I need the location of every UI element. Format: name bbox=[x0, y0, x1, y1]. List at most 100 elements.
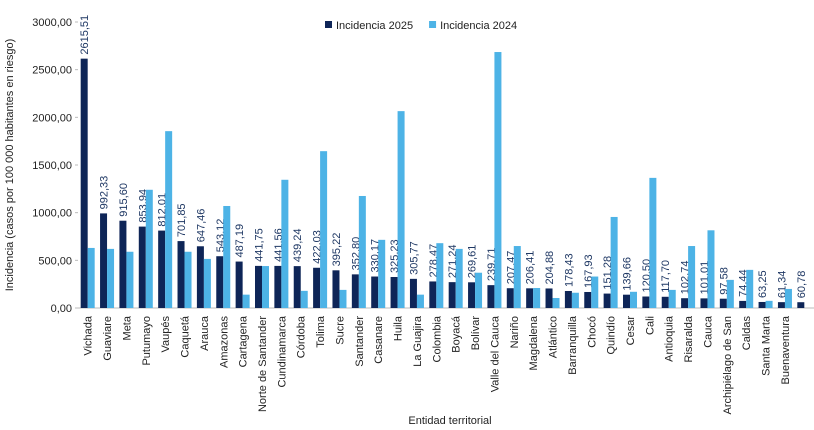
bar bbox=[681, 298, 689, 308]
bar bbox=[339, 289, 347, 308]
x-tick-label: Arauca bbox=[199, 315, 211, 351]
bar bbox=[506, 288, 514, 308]
bar bbox=[610, 216, 618, 308]
bar bbox=[784, 288, 792, 308]
x-tick-label: Valle del Cauca bbox=[489, 315, 501, 392]
x-tick-label: Barranquilla bbox=[567, 315, 579, 375]
value-label: 395,22 bbox=[331, 233, 343, 267]
x-tick-label: Caldas bbox=[741, 316, 753, 351]
bar bbox=[145, 189, 153, 308]
x-tick-label: Buenaventura bbox=[780, 315, 792, 384]
x-tick-label: Chocó bbox=[586, 316, 598, 348]
value-label: 206,41 bbox=[525, 251, 537, 285]
bar bbox=[649, 177, 657, 308]
bar bbox=[455, 248, 463, 308]
x-tick-label: Archipiélago de San bbox=[722, 316, 734, 414]
bar bbox=[758, 301, 766, 308]
bar bbox=[184, 251, 192, 308]
value-label: 63,25 bbox=[757, 270, 769, 298]
bar bbox=[397, 111, 405, 309]
bar bbox=[165, 131, 173, 308]
bar bbox=[668, 289, 676, 308]
bar bbox=[513, 246, 521, 308]
bar bbox=[630, 291, 637, 308]
x-tick-label: Vaupés bbox=[160, 316, 172, 353]
bar bbox=[623, 294, 630, 308]
bar bbox=[358, 195, 366, 308]
bar bbox=[332, 270, 340, 308]
bar bbox=[80, 58, 88, 309]
bar bbox=[216, 256, 224, 308]
x-tick-label: Tolima bbox=[315, 315, 327, 348]
value-label: 305,77 bbox=[408, 241, 420, 275]
bar bbox=[281, 179, 289, 308]
bar bbox=[700, 298, 708, 308]
x-tick-label: Córdoba bbox=[296, 315, 308, 358]
y-tick-label: 2500,00 bbox=[32, 65, 72, 77]
x-tick-label: Cauca bbox=[702, 315, 714, 348]
bar bbox=[533, 287, 541, 308]
bar bbox=[300, 290, 308, 308]
x-tick-label: Santander bbox=[354, 316, 366, 367]
x-tick-label: Boyacá bbox=[451, 315, 463, 353]
bar bbox=[177, 241, 185, 308]
bar bbox=[138, 226, 146, 308]
bar bbox=[642, 296, 650, 308]
x-tick-label: Vichada bbox=[83, 315, 95, 355]
x-tick-label: Santa Marta bbox=[761, 315, 773, 376]
x-tick-label: Amazonas bbox=[218, 316, 230, 368]
value-label: 439,24 bbox=[292, 228, 304, 262]
value-label: 139,66 bbox=[622, 257, 634, 291]
y-tick-label: 500,00 bbox=[38, 255, 72, 267]
bar bbox=[584, 291, 592, 308]
bar bbox=[448, 282, 456, 308]
bar bbox=[313, 267, 321, 308]
bar bbox=[293, 266, 301, 308]
bar bbox=[429, 281, 437, 308]
bar bbox=[494, 52, 502, 308]
bar bbox=[223, 205, 231, 308]
value-label: 701,85 bbox=[176, 203, 188, 237]
x-tick-label: Antioquia bbox=[664, 315, 676, 362]
x-tick-label: Casanare bbox=[373, 316, 385, 364]
bar bbox=[262, 266, 269, 308]
bar bbox=[475, 272, 483, 308]
x-tick-label: Risaralda bbox=[683, 315, 695, 362]
bar bbox=[378, 239, 386, 308]
bar bbox=[545, 288, 553, 308]
x-tick-label: Bolívar bbox=[470, 316, 482, 351]
bar bbox=[119, 220, 127, 308]
x-tick-label: Huila bbox=[393, 315, 405, 341]
bar bbox=[242, 294, 250, 308]
value-label: 117,70 bbox=[660, 260, 672, 293]
x-tick-label: Atlántico bbox=[548, 316, 560, 358]
bar bbox=[468, 282, 476, 308]
y-tick-label: 3000,00 bbox=[32, 17, 72, 29]
bar bbox=[719, 298, 727, 308]
bar bbox=[603, 293, 611, 308]
x-tick-label: Sucre bbox=[334, 316, 346, 345]
y-tick-label: 0,00 bbox=[51, 303, 72, 315]
bar bbox=[371, 276, 379, 308]
bar bbox=[591, 276, 599, 308]
bar bbox=[255, 265, 262, 308]
value-label: 915,60 bbox=[118, 183, 130, 217]
x-tick-label: Cundinamarca bbox=[276, 315, 288, 387]
bar bbox=[409, 278, 417, 308]
x-tick-label: Colombia bbox=[431, 315, 443, 362]
bar bbox=[746, 269, 754, 308]
bar bbox=[688, 246, 696, 308]
legend-label: Incidencia 2024 bbox=[440, 20, 517, 32]
x-tick-label: Caquetá bbox=[180, 315, 192, 357]
bar bbox=[87, 247, 95, 308]
x-tick-label: Magdalena bbox=[528, 315, 540, 370]
bar bbox=[107, 248, 115, 308]
bar bbox=[739, 300, 747, 308]
bar bbox=[320, 151, 328, 308]
bar bbox=[552, 297, 560, 308]
bar bbox=[203, 258, 211, 308]
x-tick-label: Norte de Santander bbox=[257, 316, 269, 412]
bar bbox=[416, 294, 424, 308]
value-label: 178,43 bbox=[563, 253, 575, 287]
